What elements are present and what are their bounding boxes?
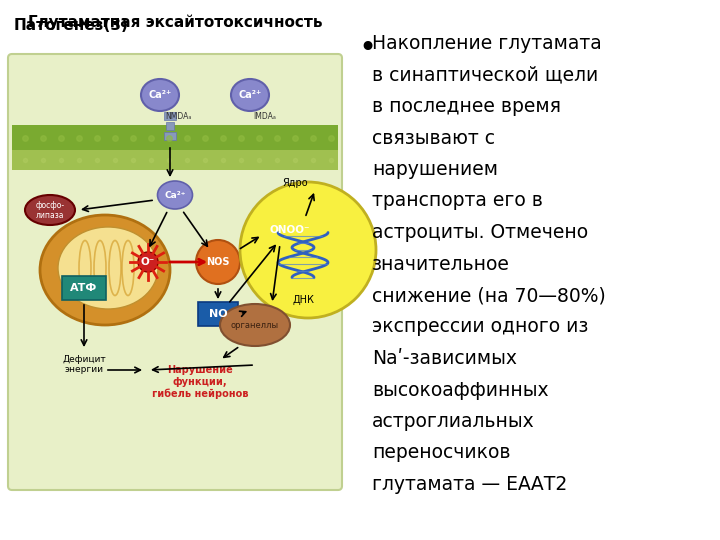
Text: значительное: значительное: [372, 254, 510, 273]
Text: переносчиков: переносчиков: [372, 443, 510, 462]
Bar: [12, 150, 338, 170]
Text: Накопление глутамата: Накопление глутамата: [372, 34, 602, 53]
Text: •: •: [358, 34, 376, 63]
Text: NO: NO: [209, 309, 228, 319]
Text: транспорта его в: транспорта его в: [372, 192, 543, 211]
Text: в последнее время: в последнее время: [372, 97, 561, 116]
Text: Ca²⁺: Ca²⁺: [164, 191, 186, 199]
Text: липаза: липаза: [36, 211, 64, 219]
Text: экспрессии одного из: экспрессии одного из: [372, 318, 588, 336]
Text: IMDAₐ: IMDAₐ: [253, 112, 276, 121]
Text: высокоаффинных: высокоаффинных: [372, 381, 549, 400]
Text: Ядро: Ядро: [282, 178, 308, 188]
Text: NMDAₐ: NMDAₐ: [165, 112, 192, 121]
Ellipse shape: [220, 304, 290, 346]
FancyBboxPatch shape: [8, 54, 342, 490]
Text: связывают с: связывают с: [372, 129, 495, 147]
Bar: [198, 302, 238, 326]
Text: Naʹ-зависимых: Naʹ-зависимых: [372, 349, 517, 368]
Bar: [262, 218, 318, 242]
Text: O⁻: O⁻: [141, 257, 155, 267]
Text: АТФ: АТФ: [71, 283, 98, 293]
Text: Дефицит
энергии: Дефицит энергии: [62, 355, 106, 374]
Ellipse shape: [40, 215, 170, 325]
Text: Ca²⁺: Ca²⁺: [238, 90, 261, 100]
Bar: [12, 125, 338, 150]
Text: снижение (на 70—80%): снижение (на 70—80%): [372, 286, 606, 305]
Text: Ca²⁺: Ca²⁺: [148, 90, 171, 100]
Ellipse shape: [158, 181, 192, 209]
Text: фосфо-: фосфо-: [35, 201, 65, 211]
Text: нарушением: нарушением: [372, 160, 498, 179]
Text: ONOO⁻: ONOO⁻: [270, 225, 310, 235]
Ellipse shape: [231, 79, 269, 111]
Text: в синаптической щели: в синаптической щели: [372, 65, 598, 84]
Text: NOS: NOS: [206, 257, 230, 267]
Text: органеллы: органеллы: [231, 321, 279, 329]
Ellipse shape: [25, 195, 75, 225]
Text: ДНК: ДНК: [292, 295, 314, 305]
Bar: [164, 112, 176, 120]
Text: астроциты. Отмечено: астроциты. Отмечено: [372, 223, 588, 242]
Text: Глутаматная эксайтотоксичность: Глутаматная эксайтотоксичность: [28, 15, 323, 30]
Text: Нарушение
функции,
гибель нейронов: Нарушение функции, гибель нейронов: [152, 365, 248, 399]
Circle shape: [196, 240, 240, 284]
Ellipse shape: [58, 227, 158, 309]
Bar: [166, 122, 174, 130]
Circle shape: [240, 182, 376, 318]
Text: астроглиальных: астроглиальных: [372, 412, 535, 431]
Circle shape: [138, 252, 158, 272]
Bar: [164, 132, 176, 140]
Bar: [62, 276, 106, 300]
Ellipse shape: [141, 79, 179, 111]
Text: глутамата — ЕААТ2: глутамата — ЕААТ2: [372, 475, 567, 494]
Text: Патогенез(3): Патогенез(3): [14, 18, 129, 33]
